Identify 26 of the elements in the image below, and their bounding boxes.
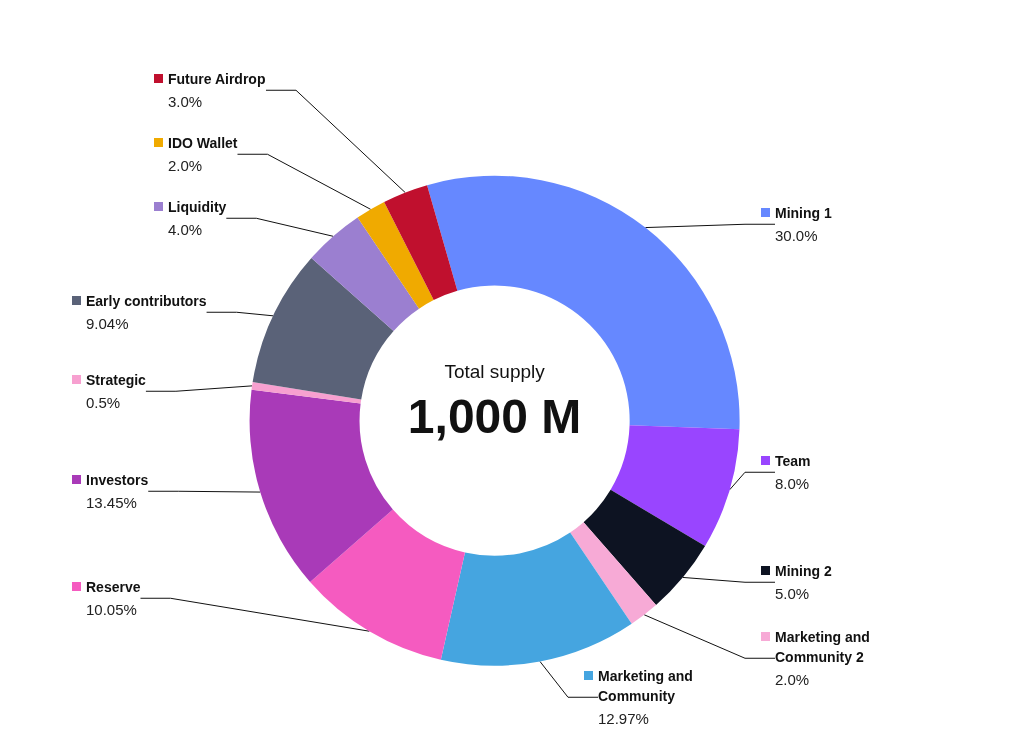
legend-label: Marketing and Community 2	[775, 629, 870, 665]
legend-label: Future Airdrop	[168, 71, 266, 87]
legend-label: Reserve	[86, 579, 141, 595]
data-label: 4.0%	[168, 220, 203, 238]
data-label: 5.0%	[775, 584, 810, 602]
legend-label: Mining 1	[775, 205, 832, 221]
data-label: 30.0%	[775, 226, 818, 244]
legend-label: Liquidity	[168, 199, 227, 215]
data-label: 0.5%	[86, 393, 121, 411]
legend-label: Marketing and Community	[598, 668, 693, 704]
legend-label: Mining 2	[775, 563, 832, 579]
legend-label: Team	[775, 453, 811, 469]
data-label: 12.97%	[598, 709, 649, 727]
legend-label: Investors	[86, 472, 149, 488]
legend-label: IDO Wallet	[168, 135, 238, 151]
data-label: 2.0%	[168, 156, 203, 174]
data-label: 13.45%	[86, 493, 137, 511]
data-label: 8.0%	[775, 474, 810, 492]
data-label: 9.04%	[86, 314, 129, 332]
text: Total supply	[444, 361, 546, 382]
data-label: 2.0%	[775, 670, 810, 688]
data-label: 10.05%	[86, 600, 137, 618]
data-label: 3.0%	[168, 92, 203, 110]
legend-label: Strategic	[86, 372, 147, 388]
legend-label: Early contributors	[86, 293, 207, 309]
text: 1,000 M	[407, 389, 582, 443]
